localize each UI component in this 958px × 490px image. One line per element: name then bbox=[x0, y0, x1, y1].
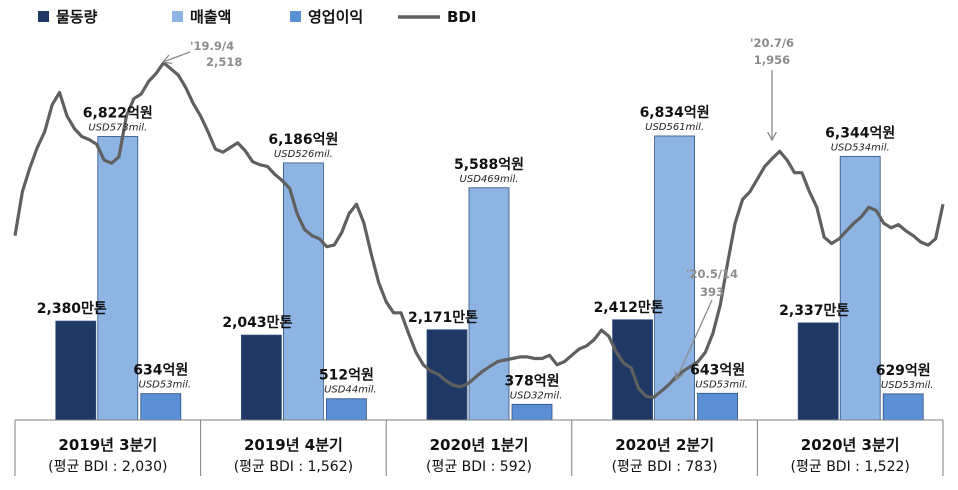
bar-1-5 bbox=[797, 322, 839, 421]
bar-2-1 bbox=[97, 136, 139, 421]
annotation-date-1: '19.9/4 bbox=[190, 39, 234, 53]
value-label-2-4: 6,834억원 bbox=[640, 105, 710, 121]
category-label-1: 2019년 3분기 bbox=[58, 436, 157, 454]
annotation-arrowhead-2 bbox=[674, 370, 684, 382]
value-label-3-2: 512억원 bbox=[319, 368, 374, 384]
value-label-1-1: 2,380만톤 bbox=[37, 301, 107, 317]
value-label-2-2: 6,186억원 bbox=[268, 132, 338, 148]
category-sublabel-1: (평균 BDI : 2,030) bbox=[48, 459, 167, 475]
value-sublabel-2-3: USD469mil. bbox=[460, 174, 519, 185]
value-sublabel-3-2: USD44mil. bbox=[324, 385, 377, 396]
bar-2-2 bbox=[282, 162, 324, 421]
bar-3-5 bbox=[882, 393, 924, 421]
bdi-line-layer bbox=[13, 61, 945, 399]
value-sublabel-3-1: USD53mil. bbox=[139, 380, 192, 391]
value-label-2-5: 6,344억원 bbox=[825, 125, 895, 141]
annotation-arrow-2 bbox=[675, 299, 713, 381]
annotation-arrow-1 bbox=[162, 51, 191, 63]
value-label-3-4: 643억원 bbox=[690, 362, 745, 378]
value-sublabel-2-2: USD526mil. bbox=[274, 149, 333, 160]
annotation-value-3: 1,956 bbox=[754, 53, 790, 67]
bdi-line bbox=[13, 61, 945, 399]
legend-swatch-1 bbox=[38, 11, 49, 22]
category-label-5: 2020년 3분기 bbox=[801, 436, 900, 454]
category-label-3: 2020년 1분기 bbox=[430, 436, 529, 454]
category-label-2: 2019년 4분기 bbox=[244, 436, 343, 454]
annotation-value-1: 2,518 bbox=[206, 55, 242, 69]
legend-label-1: 물동량 bbox=[56, 8, 98, 26]
legend-swatch-3 bbox=[290, 11, 301, 22]
annotation-date-3: '20.7/6 bbox=[750, 36, 794, 50]
value-sublabel-3-3: USD32mil. bbox=[510, 390, 563, 401]
bar-3-1 bbox=[140, 393, 182, 421]
bar-2-3 bbox=[468, 187, 510, 421]
value-label-2-1: 6,822억원 bbox=[83, 105, 153, 121]
value-sublabel-2-5: USD534mil. bbox=[831, 142, 890, 153]
value-label-2-3: 5,588억원 bbox=[454, 157, 524, 173]
legend-label-3: 영업이익 bbox=[308, 8, 363, 26]
value-sublabel-3-5: USD53mil. bbox=[881, 380, 934, 391]
bar-2-4 bbox=[654, 135, 695, 421]
bar-1-3 bbox=[426, 329, 468, 421]
value-label-1-2: 2,043만톤 bbox=[222, 315, 292, 331]
annotation-arrowhead-1 bbox=[161, 54, 173, 64]
annotation-value-2: 393 bbox=[700, 285, 724, 299]
bar-3-2 bbox=[325, 398, 367, 421]
category-label-4: 2020년 2분기 bbox=[615, 436, 714, 454]
value-label-1-4: 2,412만톤 bbox=[594, 300, 664, 316]
bar-1-2 bbox=[240, 334, 282, 421]
annotation-date-2: '20.5/14 bbox=[686, 267, 738, 281]
category-sublabel-5: (평균 BDI : 1,522) bbox=[791, 459, 910, 475]
annotations-layer: '19.9/4 2,518 '20.5/14 393 '20.7/6 1,956 bbox=[161, 36, 794, 382]
legend-swatch-2 bbox=[172, 11, 183, 22]
legend: 물동량 매출액 영업이익 BDI bbox=[38, 8, 476, 26]
category-sublabel-3: (평균 BDI : 592) bbox=[426, 459, 532, 475]
value-sublabel-2-1: USD573mil. bbox=[88, 122, 147, 133]
category-sublabel-2: (평균 BDI : 1,562) bbox=[234, 459, 353, 475]
value-labels-layer: 2,380만톤6,822억원USD573mil.634억원USD53mil.2,… bbox=[37, 105, 934, 401]
bar-2-5 bbox=[839, 155, 881, 421]
bar-3-4 bbox=[697, 392, 738, 421]
x-axis: 2019년 3분기 (평균 BDI : 2,030) 2019년 4분기 (평균 BD… bbox=[14, 419, 944, 476]
value-label-1-3: 2,171만톤 bbox=[408, 310, 478, 326]
value-label-3-3: 378억원 bbox=[505, 373, 560, 389]
value-label-1-5: 2,337만톤 bbox=[779, 303, 849, 319]
value-label-3-5: 629억원 bbox=[876, 363, 931, 379]
bar-3-3 bbox=[511, 403, 553, 421]
annotation-arrowhead-3 bbox=[767, 131, 777, 142]
value-sublabel-2-4: USD561mil. bbox=[645, 122, 704, 133]
bar-1-1 bbox=[55, 320, 97, 421]
value-label-3-1: 634억원 bbox=[133, 363, 188, 379]
category-sublabel-4: (평균 BDI : 783) bbox=[612, 459, 718, 475]
legend-label-2: 매출액 bbox=[190, 8, 231, 26]
legend-label-bdi: BDI bbox=[447, 8, 476, 26]
value-sublabel-3-4: USD53mil. bbox=[695, 379, 748, 390]
